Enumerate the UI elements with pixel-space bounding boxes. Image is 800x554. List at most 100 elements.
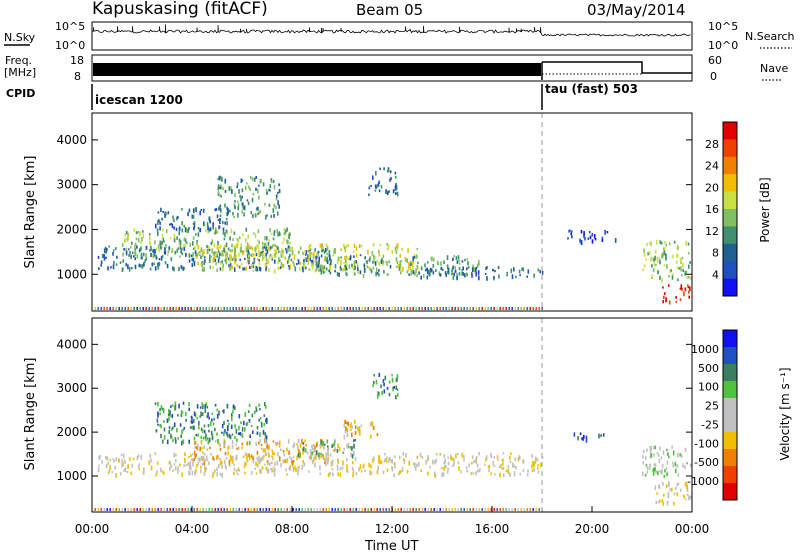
echo-cell (239, 432, 242, 436)
echo-cell (409, 266, 411, 270)
echo-cell (388, 380, 391, 384)
echo-cell (677, 452, 679, 458)
near-range-cell (166, 307, 168, 310)
echo-cell (399, 264, 401, 268)
echo-cell (239, 236, 241, 240)
echo-cell (247, 234, 250, 239)
echo-cell (531, 454, 533, 458)
echo-cell (506, 469, 509, 473)
near-range-cell (388, 508, 390, 511)
echo-cell (257, 212, 259, 216)
echo-cell (154, 253, 156, 257)
echo-cell (294, 465, 296, 470)
echo-cell (225, 466, 227, 470)
echo-cell (195, 464, 198, 468)
echo-cell (235, 243, 238, 248)
echo-cell (292, 261, 294, 264)
echo-cell (409, 263, 412, 267)
echo-cell (475, 456, 478, 460)
echo-cell (509, 472, 511, 478)
near-range-cell (283, 508, 285, 511)
echo-cell (309, 257, 312, 262)
echo-cell (373, 456, 375, 461)
echo-cell (289, 264, 292, 269)
echo-cell (380, 259, 383, 264)
echo-cell (206, 448, 209, 451)
echo-cell (466, 267, 468, 271)
echo-cell (423, 274, 425, 278)
near-range-cell (205, 307, 207, 310)
near-range-cell (403, 307, 405, 310)
echo-cell (689, 495, 692, 500)
echo-cell (205, 228, 207, 233)
near-range-cell (307, 508, 309, 511)
echo-cell (228, 423, 230, 426)
echo-cell (200, 427, 203, 431)
echo-cell (258, 403, 260, 407)
echo-cell (199, 210, 201, 216)
echo-cell (367, 249, 369, 255)
echo-cell (642, 461, 644, 465)
echo-cell (392, 386, 394, 389)
echo-cell (184, 244, 187, 248)
echo-cell (268, 267, 270, 272)
echo-cell (320, 270, 323, 275)
echo-cell (207, 424, 210, 428)
echo-cell (237, 446, 240, 451)
echo-cell (296, 456, 298, 461)
near-range-cell (511, 508, 513, 511)
echo-cell (268, 188, 270, 192)
echo-cell (183, 426, 186, 430)
echo-cell (656, 256, 659, 261)
echo-cell (162, 470, 164, 474)
echo-cell (208, 437, 211, 443)
echo-cell (243, 420, 245, 426)
echo-cell (163, 420, 165, 423)
echo-cell (312, 261, 314, 266)
echo-cell (577, 436, 579, 441)
near-range-cell (349, 307, 351, 310)
echo-cell (453, 255, 455, 258)
echo-cell (256, 453, 259, 456)
echo-cell (350, 446, 352, 449)
near-range-cell (109, 307, 111, 310)
near-range-cell (229, 307, 231, 310)
echo-cell (222, 220, 224, 225)
echo-cell (246, 421, 249, 426)
echo-cell (283, 453, 286, 457)
near-range-cell (373, 508, 375, 511)
echo-cell (329, 261, 332, 266)
echo-cell (255, 472, 258, 475)
echo-cell (446, 255, 449, 260)
echo-cell (191, 420, 193, 424)
echo-cell (224, 249, 227, 255)
echo-cell (194, 246, 196, 251)
echo-cell (687, 242, 690, 246)
near-range-cell (163, 508, 165, 511)
power-ylabel: Slant Range [km] (23, 156, 38, 269)
echo-cell (531, 469, 534, 472)
colorbar-tick-label: -100 (694, 437, 719, 450)
near-range-cell (298, 508, 300, 511)
echo-cell (655, 500, 658, 505)
noise-right-tick-bottom: 10^0 (708, 39, 738, 52)
echo-cell (289, 233, 291, 236)
echo-cell (506, 271, 508, 277)
near-range-cell (250, 508, 252, 511)
echo-cell (218, 410, 220, 416)
echo-cell (391, 377, 394, 383)
echo-cell (439, 452, 442, 456)
echo-cell (164, 213, 166, 218)
echo-cell (372, 425, 375, 430)
echo-cell (663, 295, 665, 299)
echo-cell (416, 455, 419, 460)
echo-cell (267, 451, 270, 454)
near-range-cell (460, 508, 462, 511)
echo-cell (112, 249, 115, 252)
echo-cell (672, 254, 674, 259)
echo-cell (447, 467, 449, 471)
echo-cell (259, 408, 261, 411)
echo-cell (229, 209, 231, 213)
echo-cell (484, 272, 487, 275)
echo-cell (354, 457, 357, 461)
